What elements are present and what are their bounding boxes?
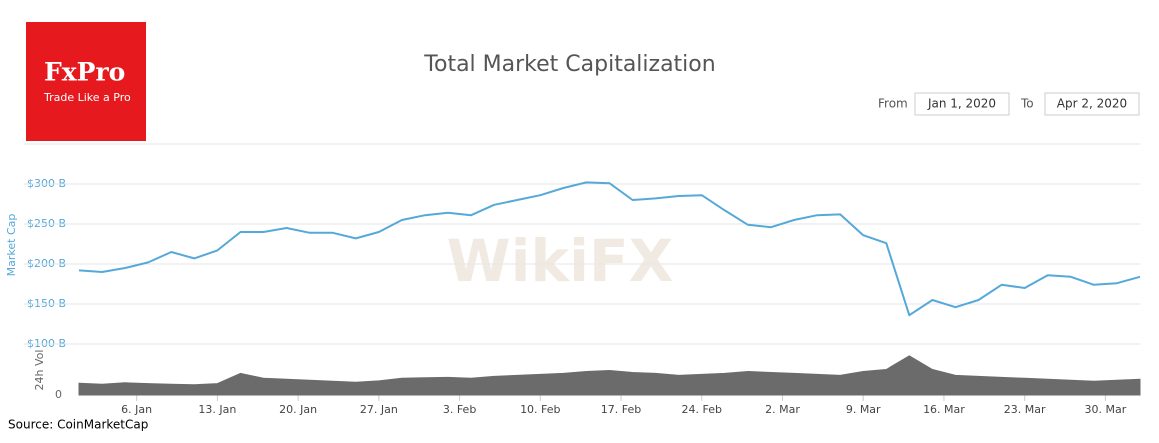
- to-label: To: [1020, 97, 1034, 111]
- y2-axis-label: 24h Vol: [33, 350, 46, 391]
- x-tick-label: 17. Feb: [601, 403, 641, 416]
- x-tick-label: 6. Jan: [121, 403, 152, 416]
- y2-tick-label: 0: [55, 388, 62, 401]
- x-tick-label: 23. Mar: [1004, 403, 1046, 416]
- from-input[interactable]: [914, 92, 1010, 116]
- x-tick-label: 20. Jan: [279, 403, 317, 416]
- to-input[interactable]: [1044, 92, 1140, 116]
- x-tick-label: 9. Mar: [846, 403, 881, 416]
- x-tick-label: 27. Jan: [360, 403, 398, 416]
- volume-area: [78, 355, 1141, 396]
- chart-title: Total Market Capitalization: [423, 52, 715, 77]
- x-tick-label: 2. Mar: [765, 403, 800, 416]
- x-tick-label: 16. Mar: [923, 403, 965, 416]
- from-value: Jan 1, 2020: [927, 97, 996, 111]
- logo-box: [26, 22, 146, 141]
- x-tick-label: 30. Mar: [1085, 403, 1127, 416]
- from-label: From: [878, 97, 908, 111]
- x-tick-label: 24. Feb: [682, 403, 722, 416]
- series-line: [78, 181, 1141, 317]
- to-value: Apr 2, 2020: [1057, 97, 1127, 111]
- x-tick-label: 3. Feb: [443, 403, 476, 416]
- logo-tagline: Trade Like a Pro: [43, 91, 131, 104]
- y-axis-label: Market Cap: [5, 214, 18, 277]
- x-tick-label: 10. Feb: [520, 403, 560, 416]
- x-tick-label: 13. Jan: [198, 403, 236, 416]
- source-note: Source: CoinMarketCap: [8, 418, 148, 432]
- logo-name: FxPro: [44, 58, 125, 87]
- watermark: WikiFX: [447, 227, 674, 295]
